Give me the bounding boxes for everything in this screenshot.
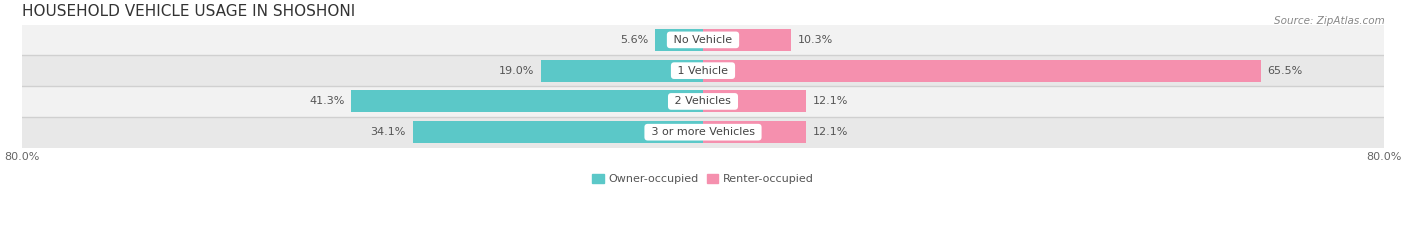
Text: 3 or more Vehicles: 3 or more Vehicles bbox=[648, 127, 758, 137]
Bar bbox=[655, 29, 703, 51]
Bar bbox=[22, 117, 1384, 147]
Text: 10.3%: 10.3% bbox=[797, 35, 832, 45]
Bar bbox=[703, 60, 1261, 82]
Text: HOUSEHOLD VEHICLE USAGE IN SHOSHONI: HOUSEHOLD VEHICLE USAGE IN SHOSHONI bbox=[22, 4, 356, 19]
Text: 1 Vehicle: 1 Vehicle bbox=[675, 66, 731, 76]
Bar bbox=[22, 86, 1384, 117]
Text: 12.1%: 12.1% bbox=[813, 127, 848, 137]
Bar bbox=[352, 90, 703, 113]
Text: No Vehicle: No Vehicle bbox=[671, 35, 735, 45]
Bar bbox=[413, 121, 703, 143]
Bar bbox=[703, 90, 806, 113]
Bar bbox=[22, 24, 1384, 55]
Text: 12.1%: 12.1% bbox=[813, 96, 848, 106]
Text: 5.6%: 5.6% bbox=[620, 35, 648, 45]
Bar bbox=[541, 60, 703, 82]
Text: 41.3%: 41.3% bbox=[309, 96, 344, 106]
Legend: Owner-occupied, Renter-occupied: Owner-occupied, Renter-occupied bbox=[588, 169, 818, 189]
Text: 2 Vehicles: 2 Vehicles bbox=[671, 96, 735, 106]
Text: 34.1%: 34.1% bbox=[370, 127, 406, 137]
Text: Source: ZipAtlas.com: Source: ZipAtlas.com bbox=[1274, 16, 1385, 26]
Bar bbox=[703, 29, 790, 51]
Bar bbox=[703, 121, 806, 143]
Text: 19.0%: 19.0% bbox=[499, 66, 534, 76]
Bar bbox=[22, 55, 1384, 86]
Text: 65.5%: 65.5% bbox=[1267, 66, 1303, 76]
